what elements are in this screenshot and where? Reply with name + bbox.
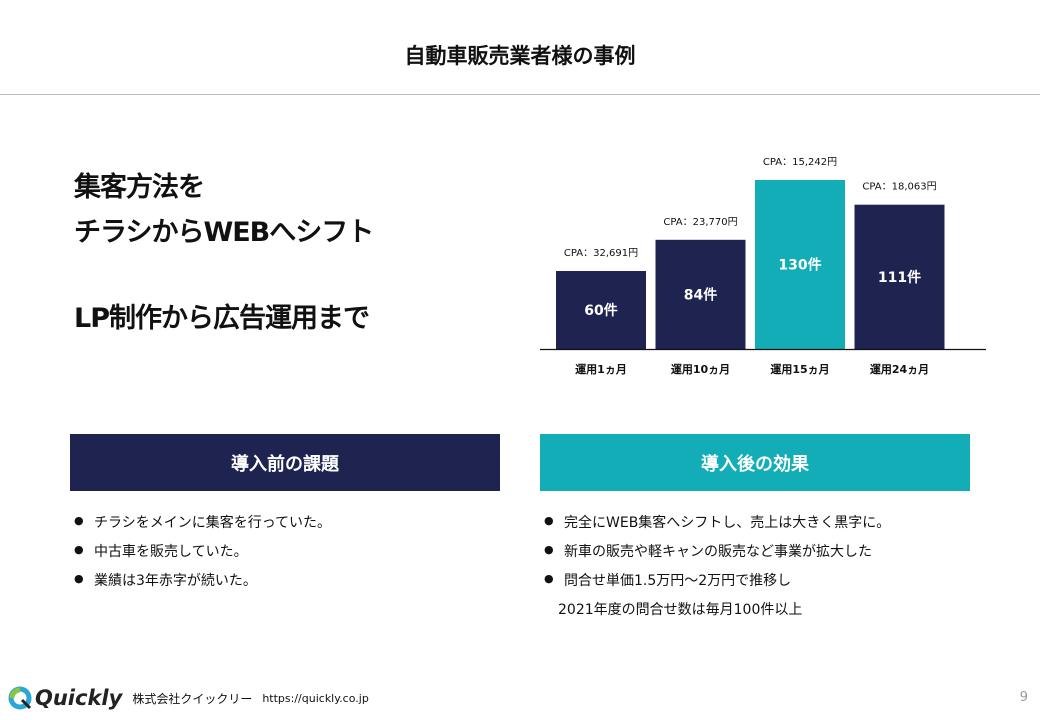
list-item: 完全にWEB集客へシフトし、売上は大きく黒字に。 xyxy=(544,512,890,541)
list-item-continuation: 2021年度の問合せ数は毎月100件以上 xyxy=(558,602,803,618)
company-url[interactable]: https://quickly.co.jp xyxy=(262,691,369,705)
bar-value-label: 84件 xyxy=(684,286,717,303)
cpa-label: CPA：15,242円 xyxy=(763,157,837,168)
divider xyxy=(0,94,1040,95)
cpa-label: CPA：23,770円 xyxy=(663,217,737,228)
before-list: チラシをメインに集客を行っていた。 中古車を販売していた。 業績は3年赤字が続い… xyxy=(74,512,331,599)
footer: Quickly 株式会社クイックリー https://quickly.co.jp xyxy=(8,686,369,710)
list-item: チラシをメインに集客を行っていた。 xyxy=(74,512,331,541)
cpa-label: CPA：32,691円 xyxy=(564,248,638,259)
list-item: 中古車を販売していた。 xyxy=(74,541,331,570)
headline-line-2: チラシからWEBへシフト xyxy=(74,217,374,248)
bar xyxy=(556,271,646,349)
cpa-label: CPA：18,063円 xyxy=(862,182,936,193)
headline-line-1: 集客方法を xyxy=(74,172,205,203)
bar xyxy=(854,204,945,349)
bar-value-label: 111件 xyxy=(878,269,921,286)
logo-text: Quickly xyxy=(35,686,123,710)
page-number: 9 xyxy=(1019,690,1028,705)
company-name: 株式会社クイックリー xyxy=(132,691,253,706)
category-label: 運用1ヵ月 xyxy=(575,363,627,376)
before-header: 導入前の課題 xyxy=(70,434,500,491)
slide-title: 自動車販売業者様の事例 xyxy=(404,44,636,68)
after-list: 完全にWEB集客へシフトし、売上は大きく黒字に。 新車の販売や軽キャンの販売など… xyxy=(544,512,890,628)
quickly-logo-icon xyxy=(8,686,32,710)
category-label: 運用24ヵ月 xyxy=(870,363,929,376)
bar-value-label: 60件 xyxy=(584,302,617,319)
list-item: 業績は3年赤字が続いた。 xyxy=(74,570,331,599)
category-label: 運用10ヵ月 xyxy=(671,363,730,376)
headline-line-3: LP制作から広告運用まで xyxy=(74,303,370,334)
after-header: 導入後の効果 xyxy=(540,434,970,491)
category-label: 運用15ヵ月 xyxy=(770,363,829,376)
bar-value-label: 130件 xyxy=(778,257,821,274)
list-item: 問合せ単価1.5万円～2万円で推移し xyxy=(544,570,890,599)
bar xyxy=(655,239,746,349)
bar xyxy=(755,180,845,349)
list-item: 新車の販売や軽キャンの販売など事業が拡大した xyxy=(544,541,890,570)
logo: Quickly xyxy=(8,686,122,710)
